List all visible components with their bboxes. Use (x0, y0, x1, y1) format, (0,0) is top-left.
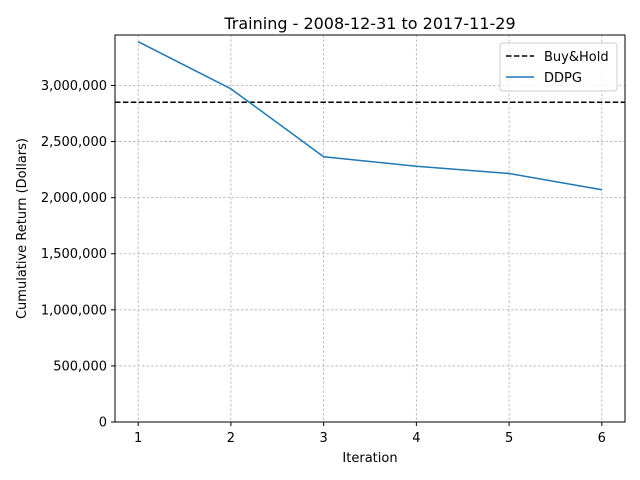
y-tick-label: 1,500,000 (41, 247, 107, 262)
plot-frame (114, 34, 626, 423)
x-axis-ticks: 1 2 3 4 5 6 (134, 422, 606, 446)
y-tick-label: 2,000,000 (41, 191, 107, 206)
y-axis-ticks: 0 500,000 1,000,000 1,500,000 2,000,000 2,500… (41, 79, 115, 431)
series-layer (115, 41, 625, 191)
x-tick-label: 6 (598, 431, 606, 446)
series-line-ddpg (137, 41, 602, 191)
legend: Buy&Hold DDPG (499, 42, 618, 92)
x-tick-label: 4 (412, 431, 420, 446)
chart-title: Training - 2008-12-31 to 2017-11-29 (223, 14, 515, 33)
x-tick-label: 1 (134, 431, 142, 446)
y-tick-label: 1,000,000 (41, 303, 107, 318)
x-tick-label: 2 (227, 431, 235, 446)
y-axis-label: Cumulative Return (Dollars) (15, 138, 30, 319)
x-tick-label: 5 (505, 431, 513, 446)
x-tick-label: 3 (319, 431, 327, 446)
y-tick-label: 2,500,000 (41, 135, 107, 150)
y-tick-label: 500,000 (53, 359, 107, 374)
x-axis-label: Iteration (342, 451, 397, 466)
y-tick-label: 3,000,000 (41, 79, 107, 94)
legend-label-ddpg: DDPG (544, 71, 582, 86)
y-tick-label: 0 (99, 416, 107, 431)
legend-label-buy-hold: Buy&Hold (544, 50, 609, 65)
legend-box (499, 42, 618, 92)
